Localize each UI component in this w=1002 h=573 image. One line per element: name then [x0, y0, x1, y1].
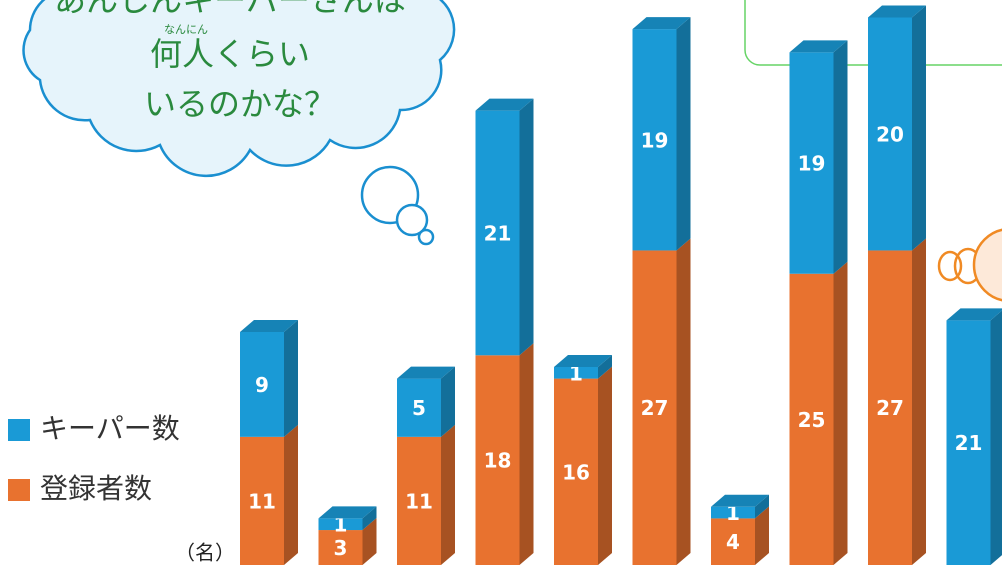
bar-side: [284, 320, 298, 437]
value-label: 27: [641, 396, 669, 420]
value-label: 1: [569, 361, 583, 385]
bar-stack: 27 19: [632, 17, 691, 565]
value-label: 18: [484, 449, 512, 473]
value-label: 11: [405, 489, 433, 513]
bar-stack: 25 19: [789, 40, 848, 565]
bar-side: [676, 238, 691, 565]
value-label: 4: [726, 530, 740, 554]
bar-top: [946, 308, 1002, 321]
bar-stack: 31: [318, 506, 377, 565]
bar-stack: 27 20: [868, 5, 926, 565]
value-label: 21: [484, 221, 512, 245]
bar-segment: [632, 29, 677, 251]
bubble-text: 何人くらい: [150, 35, 310, 73]
bar-side: [284, 424, 298, 565]
value-label: 5: [412, 396, 426, 420]
bar-top: [789, 40, 848, 53]
bar-top: [711, 494, 769, 507]
speech-bubble: [22, 0, 456, 178]
bar-segment: [711, 518, 755, 565]
bar-side: [755, 506, 769, 565]
bar-segment: [711, 506, 755, 519]
bubble-text: あんしんキーパーさんは: [54, 0, 406, 19]
value-label: 11: [248, 489, 276, 513]
bar-side: [598, 366, 612, 565]
bar-stack: 11 5: [397, 366, 455, 565]
bar-side: [833, 40, 848, 274]
bar-side: [755, 494, 769, 519]
bubble-ruby: なんにん: [164, 23, 208, 36]
value-label: 25: [798, 408, 826, 432]
bar-side: [990, 310, 1002, 565]
thought-dot: [937, 250, 963, 282]
value-label: 1: [726, 501, 740, 525]
bar-side: [441, 366, 455, 437]
bar-segment: [318, 518, 363, 531]
value-label: 19: [798, 152, 826, 176]
bar-segment: [397, 436, 441, 565]
value-label: 27: [876, 396, 904, 420]
bar-segment: [789, 52, 834, 274]
bar-segment: [554, 378, 598, 565]
bar-top: [397, 366, 455, 379]
value-label: 1: [334, 513, 348, 537]
thought-bubble: [972, 228, 1002, 302]
value-label: 16: [562, 460, 590, 484]
bar-stack: 41: [711, 494, 769, 565]
bar-segment: [789, 273, 834, 565]
bar-stack: 21: [946, 308, 1002, 565]
bar-top: [868, 5, 926, 18]
bar-segment: [240, 436, 284, 565]
bar-segment: [632, 250, 677, 565]
bar-segment: [868, 250, 912, 565]
bar-top: [318, 506, 377, 519]
unit-label: （名）: [175, 541, 235, 565]
bar-side: [912, 5, 926, 251]
bar-top: [240, 320, 298, 332]
bar-side: [362, 518, 377, 565]
bar-stack: 16 1: [554, 354, 612, 565]
legend-swatch: [8, 419, 30, 441]
value-label: 9: [255, 373, 269, 397]
bar-side: [519, 343, 534, 565]
bar-segment: [240, 332, 284, 437]
bar-stack: 11 9: [240, 320, 298, 565]
bar-side: [833, 261, 848, 565]
bar-segment: [318, 530, 363, 565]
bubble-dot: [395, 203, 429, 237]
bar-top: [554, 354, 612, 367]
bar-segment: [554, 366, 598, 379]
value-label: 3: [334, 536, 348, 560]
legend-label: 登録者数: [40, 472, 152, 505]
bar-side: [441, 424, 455, 565]
bar-side: [519, 98, 534, 356]
bar-segment: [868, 17, 912, 251]
bar-segment: [946, 320, 991, 565]
bar-top: [632, 17, 691, 30]
bubble-text: いるのかな？: [144, 85, 336, 123]
legend-label: キーパー数: [40, 412, 180, 445]
bubble-dot: [417, 228, 435, 246]
bar-segment: [475, 110, 520, 356]
bar-top: [475, 98, 534, 111]
bar-side: [362, 506, 377, 531]
bar-side: [912, 238, 926, 565]
value-label: 21: [955, 431, 983, 455]
bar-segment: [397, 378, 441, 437]
bar-segment: [475, 355, 520, 565]
value-label: 20: [876, 122, 904, 146]
value-label: 19: [641, 128, 669, 152]
bar-side: [676, 17, 691, 251]
legend-swatch: [8, 479, 30, 501]
bar-side: [598, 354, 612, 379]
